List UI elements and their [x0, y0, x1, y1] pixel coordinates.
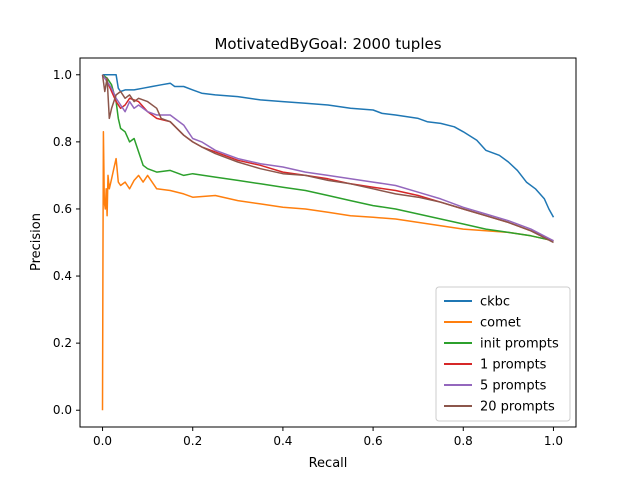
legend-label: ckbc — [480, 295, 510, 310]
legend-label: 20 prompts — [480, 400, 555, 415]
chart-title: MotivatedByGoal: 2000 tuples — [214, 35, 441, 53]
legend-box — [435, 286, 571, 422]
legend-label: 1 prompts — [480, 358, 547, 373]
x-axis: 0.0 0.2 0.4 0.6 0.8 1.0 — [93, 427, 563, 448]
legend: ckbc comet init prompts 1 prompts 5 prompts 2… — [435, 286, 571, 422]
x-tick-label: 1.0 — [544, 434, 563, 448]
y-tick-label: 0.2 — [53, 336, 72, 350]
y-axis: 0.0 0.2 0.4 0.6 0.8 1.0 — [53, 68, 80, 417]
y-tick-label: 0.8 — [53, 135, 72, 149]
x-tick-label: 0.2 — [183, 434, 202, 448]
y-axis-label: Precision — [29, 213, 44, 271]
series-line-20-prompts — [101, 74, 554, 244]
series-line-ckbc — [102, 74, 555, 218]
series-line-5-prompts — [101, 74, 554, 242]
x-tick-label: 0.8 — [454, 434, 473, 448]
y-tick-label: 0.0 — [53, 403, 72, 417]
legend-label: init prompts — [480, 337, 559, 352]
y-tick-label: 1.0 — [53, 68, 72, 82]
series-line-init-prompts — [102, 74, 554, 242]
x-axis-label: Recall — [309, 456, 348, 471]
y-tick-label: 0.6 — [53, 202, 72, 216]
series-line-comet — [101, 131, 554, 411]
series-layer — [101, 74, 555, 411]
y-tick-label: 0.4 — [53, 269, 72, 283]
legend-label: comet — [480, 316, 521, 331]
x-tick-label: 0.6 — [364, 434, 383, 448]
x-tick-label: 0.4 — [273, 434, 292, 448]
legend-label: 5 prompts — [480, 379, 547, 394]
x-tick-label: 0.0 — [93, 434, 112, 448]
plot-frame — [79, 57, 577, 428]
